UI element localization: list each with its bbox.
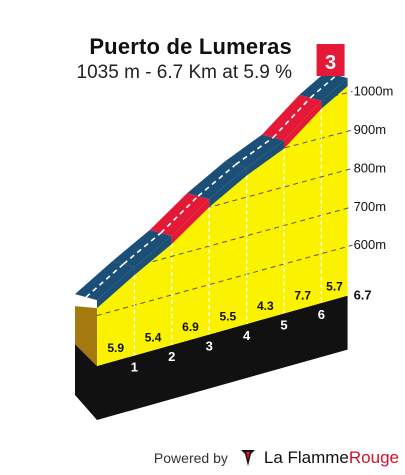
gradient-band-front-4 xyxy=(209,167,247,208)
gradient-band-top-1 xyxy=(75,261,135,301)
road-centerline-4 xyxy=(197,163,237,197)
road-centerline-2 xyxy=(122,232,162,265)
gradient-band-top-7 xyxy=(299,72,348,101)
footer: Powered by La Flamme Rouge xyxy=(154,446,399,470)
altitude-tick-label-800m: 800m xyxy=(354,160,387,175)
gradient-band-top-2 xyxy=(112,229,172,268)
gridline-900 xyxy=(267,129,353,153)
km-tick-label-4: 4 xyxy=(243,328,251,343)
altitude-tick-label-600m: 600m xyxy=(354,237,387,252)
category-badge: 3 xyxy=(325,52,336,74)
altitude-tick-label-900m: 900m xyxy=(354,122,387,137)
road-centerline-7 xyxy=(309,74,338,99)
gradient-band-top-3 xyxy=(149,193,210,236)
brand-name-part2: Rouge xyxy=(348,448,399,467)
gridline-600 xyxy=(96,244,353,316)
climb-title: Puerto de Lumeras xyxy=(89,34,292,59)
gradient-band-front-6 xyxy=(284,100,322,149)
road-centerline-6 xyxy=(272,97,311,139)
gradient-label-1: 5.9 xyxy=(107,341,124,355)
profile-side-wall xyxy=(75,306,97,366)
road-centerline-5 xyxy=(235,136,274,166)
profile-base xyxy=(75,295,348,420)
gradient-band-front-5 xyxy=(246,140,284,176)
gradient-band-front-7 xyxy=(321,78,348,109)
km-tick-label-5: 5 xyxy=(280,318,287,333)
gradient-label-3: 6.9 xyxy=(182,320,199,334)
km-tick-label-2: 2 xyxy=(168,349,175,364)
km-tick-label-3: 3 xyxy=(206,339,213,354)
brand-name-part1: La Flamme xyxy=(263,448,349,467)
category-flag-icon xyxy=(316,44,345,76)
total-distance-label: 6.7 xyxy=(354,288,372,303)
gradient-label-6: 7.7 xyxy=(294,288,311,302)
gradient-band-front-1 xyxy=(97,267,135,309)
km-tick-label-6: 6 xyxy=(318,307,325,322)
gradient-band-front-3 xyxy=(171,199,210,244)
gradient-band-top-4 xyxy=(187,161,247,200)
gradient-band-top-5 xyxy=(224,134,284,168)
gridline-700 xyxy=(135,206,353,267)
altitude-tick-label-1000m: 1000m xyxy=(354,84,394,99)
gradient-label-7: 5.7 xyxy=(326,279,343,293)
altitude-tick-label-700m: 700m xyxy=(354,199,387,214)
gradient-band-front-2 xyxy=(134,235,172,276)
gradient-label-4: 5.5 xyxy=(220,309,237,323)
profile-area xyxy=(97,78,348,367)
powered-by-text: Powered by xyxy=(153,450,228,466)
flame-icon xyxy=(240,450,255,466)
km-tick-label-1: 1 xyxy=(131,360,138,375)
gradient-label-5: 4.3 xyxy=(257,299,274,313)
gradient-label-2: 5.4 xyxy=(145,330,162,344)
climb-subtitle: 1035 m - 6.7 Km at 5.9 % xyxy=(76,62,292,83)
